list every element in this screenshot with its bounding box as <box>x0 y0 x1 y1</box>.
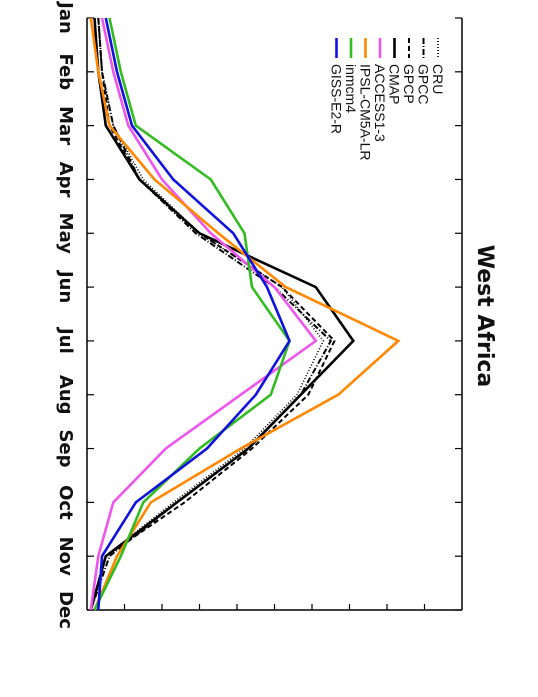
legend: CRUGPCCGPCPCMAPACCESS1-3IPSL-CM5A-LRinmc… <box>329 38 446 160</box>
legend-label-gpcp: GPCP <box>401 64 417 104</box>
chart-title: West Africa <box>472 245 497 388</box>
month-label-nov: Nov <box>55 537 76 576</box>
month-label-jul: Jul <box>55 326 76 354</box>
legend-label-ipsl-cm5a-lr: IPSL-CM5A-LR <box>358 64 374 160</box>
month-label-jan: Jan <box>55 0 76 34</box>
month-label-jun: Jun <box>55 269 76 303</box>
legend-label-giss-e2-r: GISS-E2-R <box>329 64 345 134</box>
month-labels: Jan Feb Mar Apr May Jun Jul Aug Sep Oct Nov Dec <box>55 0 76 629</box>
legend-label-cmap: CMAP <box>387 64 403 104</box>
series-line-cmap <box>89 17 355 611</box>
series-line-access1-3 <box>89 17 318 611</box>
month-label-may: May <box>55 213 76 255</box>
legend-label-cru: CRU <box>430 64 446 94</box>
month-label-mar: Mar <box>55 106 76 145</box>
series-line-ipsl-cm5a-lr <box>89 17 401 611</box>
series-line-inmcm4 <box>93 17 291 611</box>
month-label-dec: Dec <box>55 591 76 629</box>
legend-label-access1-3: ACCESS1-3 <box>372 64 388 142</box>
legend-label-gpcc: GPCC <box>416 64 432 104</box>
month-label-apr: Apr <box>55 162 76 198</box>
series-lines <box>89 17 401 611</box>
tick-marks <box>87 17 462 611</box>
month-label-sep: Sep <box>55 429 76 467</box>
series-line-giss-e2-r <box>97 17 291 611</box>
month-label-aug: Aug <box>55 375 76 415</box>
month-label-feb: Feb <box>55 53 76 90</box>
plot-frame <box>86 18 463 611</box>
legend-label-inmcm4: inmcm4 <box>343 64 359 113</box>
month-label-oct: Oct <box>55 485 76 520</box>
